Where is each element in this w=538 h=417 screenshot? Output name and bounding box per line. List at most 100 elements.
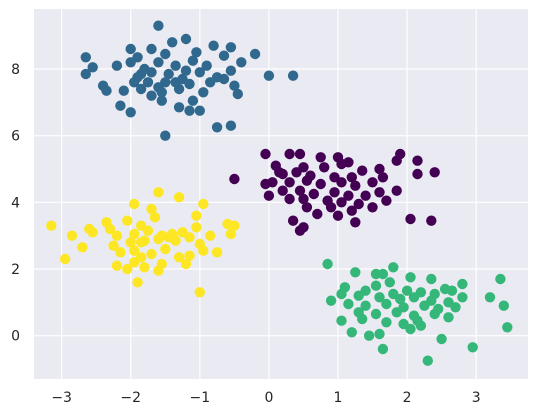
data-point [129, 228, 140, 240]
data-point [319, 162, 330, 173]
data-point [284, 193, 295, 205]
data-point [125, 43, 136, 55]
data-point [146, 43, 157, 55]
data-point [232, 88, 243, 100]
data-point [191, 210, 202, 221]
data-point [184, 78, 195, 90]
data-point [374, 187, 385, 198]
data-point [146, 67, 157, 78]
data-point [287, 215, 299, 226]
data-point [353, 198, 364, 210]
y-tick-label: 6 [11, 129, 20, 145]
data-point [484, 292, 496, 303]
data-point [211, 247, 223, 258]
data-point [336, 197, 347, 208]
data-point [194, 287, 205, 298]
data-point [450, 302, 461, 313]
data-point [357, 313, 368, 325]
data-point [198, 245, 209, 256]
data-point [391, 185, 402, 196]
data-point [263, 70, 275, 81]
data-point [66, 230, 78, 241]
data-point [108, 240, 119, 251]
data-point [287, 70, 299, 81]
data-point [236, 57, 247, 68]
data-point [353, 290, 364, 301]
data-point [298, 222, 309, 233]
data-point [173, 252, 185, 263]
data-point [80, 68, 92, 80]
data-point [384, 277, 395, 288]
x-tick-label: −2 [120, 390, 141, 406]
data-point [325, 202, 337, 213]
y-tick-label: 0 [11, 329, 20, 345]
data-point [457, 292, 468, 303]
y-tick-label: 2 [11, 262, 20, 278]
data-point [115, 247, 126, 258]
data-point [367, 202, 378, 213]
x-axis-tick-labels: −3 −2 −1 0 1 2 3 [51, 390, 480, 406]
data-point [125, 57, 136, 68]
data-point [153, 187, 164, 198]
data-point [446, 285, 458, 296]
data-point [129, 257, 140, 268]
data-point [132, 277, 143, 288]
data-point [367, 177, 378, 188]
data-point [201, 60, 212, 71]
data-point [229, 80, 240, 91]
data-point [184, 250, 195, 261]
data-point [118, 85, 129, 96]
data-point [198, 198, 209, 210]
data-point [180, 258, 192, 270]
data-point [350, 180, 361, 191]
data-point [211, 122, 223, 133]
data-point [135, 237, 147, 248]
data-point [343, 190, 354, 201]
data-point [374, 163, 385, 175]
x-tick-label: 0 [264, 390, 273, 406]
data-point [146, 248, 157, 260]
data-point [225, 120, 237, 131]
data-point [350, 267, 361, 278]
data-point [360, 190, 371, 201]
data-point [408, 292, 420, 303]
x-tick-label: −3 [51, 390, 72, 406]
data-point [46, 220, 57, 231]
data-point [180, 33, 192, 45]
data-point [422, 355, 433, 366]
data-point [59, 253, 71, 265]
data-point [377, 268, 389, 280]
data-point [315, 152, 326, 163]
data-point [274, 167, 285, 178]
data-point [249, 48, 261, 60]
data-point [332, 210, 344, 221]
data-point [142, 225, 154, 236]
data-point [80, 52, 92, 63]
data-point [502, 322, 513, 333]
x-tick-label: 1 [334, 390, 343, 406]
data-point [301, 202, 313, 213]
data-point [346, 205, 357, 216]
data-point [498, 300, 509, 311]
data-point [87, 62, 98, 73]
series-cluster-2 [229, 148, 440, 236]
data-point [277, 185, 288, 196]
data-point [77, 242, 88, 253]
data-point [443, 312, 454, 323]
data-point [308, 188, 319, 200]
data-point [495, 273, 506, 285]
data-point [163, 68, 174, 80]
data-point [101, 85, 112, 96]
data-point [153, 82, 164, 93]
y-tick-label: 4 [11, 195, 20, 211]
data-point [405, 213, 416, 225]
data-point [111, 60, 123, 71]
data-point [191, 222, 202, 233]
data-point [350, 217, 361, 228]
data-point [160, 243, 171, 255]
data-point [225, 42, 237, 53]
data-point [160, 130, 171, 141]
data-point [104, 223, 116, 235]
data-point [225, 228, 237, 240]
